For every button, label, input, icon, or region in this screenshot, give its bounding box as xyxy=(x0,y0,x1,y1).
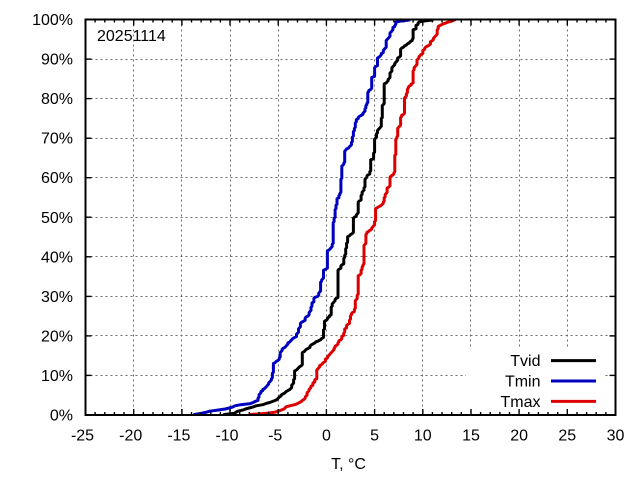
svg-text:70%: 70% xyxy=(41,131,73,148)
svg-text:-20: -20 xyxy=(119,428,142,445)
svg-text:80%: 80% xyxy=(41,91,73,108)
svg-text:-10: -10 xyxy=(215,428,238,445)
svg-text:10%: 10% xyxy=(41,368,73,385)
svg-text:T, °C: T, °C xyxy=(331,456,366,473)
svg-text:Tvid: Tvid xyxy=(510,353,540,370)
svg-text:20: 20 xyxy=(510,428,528,445)
svg-text:100%: 100% xyxy=(32,12,73,29)
svg-text:-25: -25 xyxy=(71,428,94,445)
svg-text:10: 10 xyxy=(414,428,432,445)
svg-text:30%: 30% xyxy=(41,289,73,306)
svg-text:20251114: 20251114 xyxy=(97,28,166,45)
svg-text:90%: 90% xyxy=(41,52,73,69)
svg-text:0: 0 xyxy=(322,428,331,445)
svg-text:50%: 50% xyxy=(41,210,73,227)
svg-text:60%: 60% xyxy=(41,170,73,187)
svg-text:-5: -5 xyxy=(268,428,282,445)
svg-text:Tmin: Tmin xyxy=(505,374,541,391)
svg-text:30: 30 xyxy=(607,428,625,445)
svg-text:0%: 0% xyxy=(50,408,73,425)
svg-text:-15: -15 xyxy=(167,428,190,445)
svg-text:Tmax: Tmax xyxy=(501,394,541,411)
svg-text:15: 15 xyxy=(462,428,480,445)
svg-text:5: 5 xyxy=(370,428,379,445)
svg-text:20%: 20% xyxy=(41,328,73,345)
svg-text:25: 25 xyxy=(558,428,576,445)
svg-text:40%: 40% xyxy=(41,249,73,266)
